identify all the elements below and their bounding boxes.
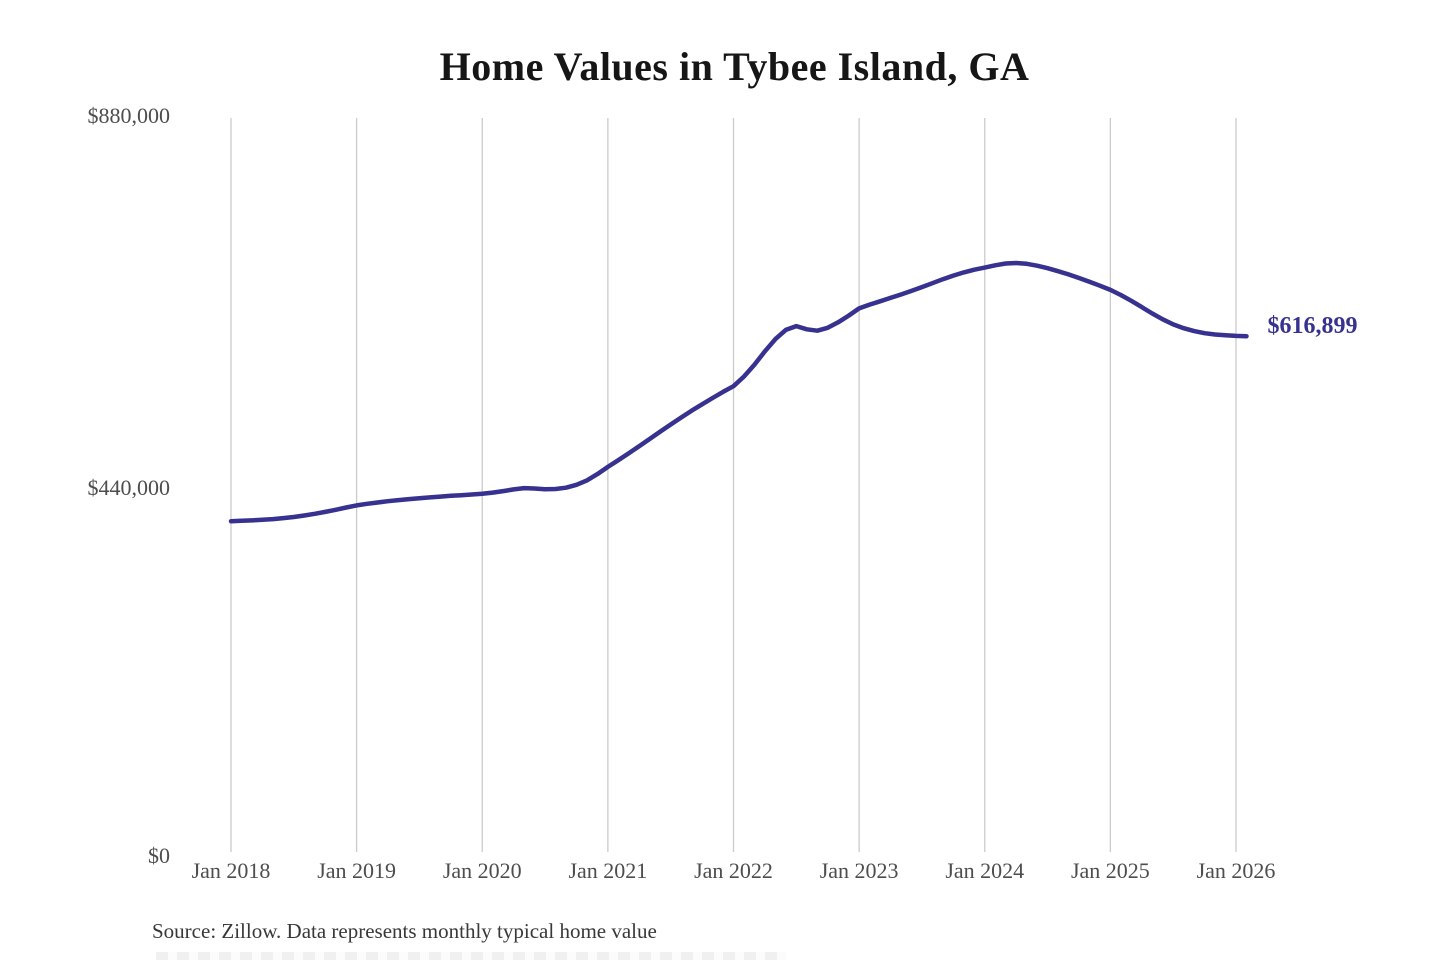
chart-title: Home Values in Tybee Island, GA xyxy=(439,44,1030,89)
y-axis-label-880000: $880,000 xyxy=(87,103,171,128)
home-value-line xyxy=(228,260,1249,524)
current-value-label: $616,899 xyxy=(1267,313,1358,340)
gridlines xyxy=(230,118,1237,852)
y-axis-label-0: $0 xyxy=(148,843,170,868)
y-axis-label-440000: $440,000 xyxy=(87,475,171,500)
source-note: Source: Zillow. Data represents monthly … xyxy=(152,919,657,943)
cropped-text-artifact xyxy=(156,952,786,960)
